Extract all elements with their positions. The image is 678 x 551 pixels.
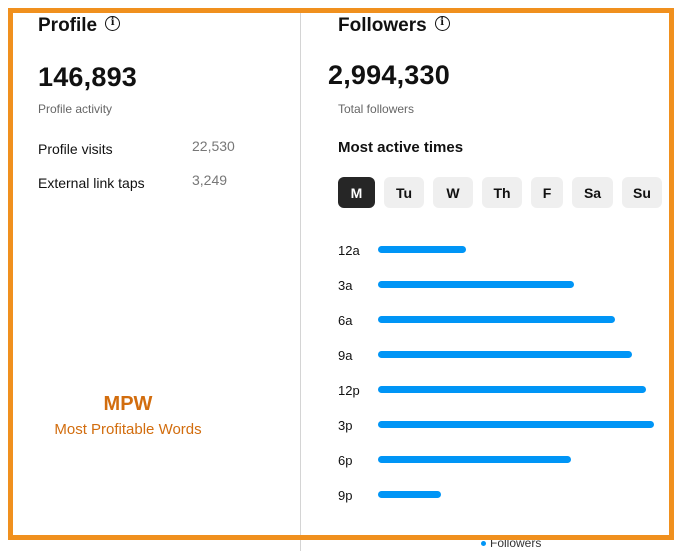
panel-divider [300,10,301,551]
profile-activity-count: 146,893 [38,62,137,92]
time-label-3a: 3a [338,278,353,293]
profile-title: Profile i [38,15,121,37]
profile-title-text: Profile [38,15,98,36]
followers-title-text: Followers [338,15,427,36]
time-label-9a: 9a [338,348,353,363]
profile-visits-value: 22,530 [192,138,235,154]
info-icon[interactable]: i [434,15,450,31]
bar-12a[interactable] [378,246,466,253]
info-icon[interactable]: i [105,15,121,31]
most-active-times-heading: Most active times [338,139,464,156]
day-tab-monday[interactable]: M [338,177,375,208]
bar-6a[interactable] [378,316,615,323]
day-tab-sunday[interactable]: Su [622,177,662,208]
time-label-12a: 12a [338,243,360,258]
legend-label: Followers [490,536,542,550]
day-tab-tuesday[interactable]: Tu [384,177,424,208]
external-link-taps-label: External link taps [38,175,145,191]
bar-9p[interactable] [378,491,441,498]
time-label-9p: 9p [338,488,353,503]
time-label-3p: 3p [338,418,353,433]
watermark-logo: MPW [103,393,153,415]
watermark-tagline: Most Profitable Words [54,421,202,438]
time-label-12p: 12p [338,383,360,398]
total-followers-label: Total followers [338,102,415,116]
external-link-taps-value: 3,249 [192,172,228,188]
total-followers-count: 2,994,330 [328,60,450,90]
bar-3p[interactable] [378,421,654,428]
bar-9a[interactable] [378,351,632,358]
profile-activity-label: Profile activity [38,102,113,116]
profile-visits-label: Profile visits [38,141,113,157]
bar-3a[interactable] [378,281,574,288]
day-tab-friday[interactable]: F [531,177,563,208]
day-tab-thursday[interactable]: Th [482,177,522,208]
bar-12p[interactable] [378,386,646,393]
bar-6p[interactable] [378,456,571,463]
followers-title: Followers i [338,15,450,37]
day-tab-saturday[interactable]: Sa [572,177,613,208]
day-tab-wednesday[interactable]: W [433,177,473,208]
time-label-6p: 6p [338,453,353,468]
legend-swatch [481,540,486,546]
chart-legend: Followers [481,536,541,550]
time-label-6a: 6a [338,313,353,328]
